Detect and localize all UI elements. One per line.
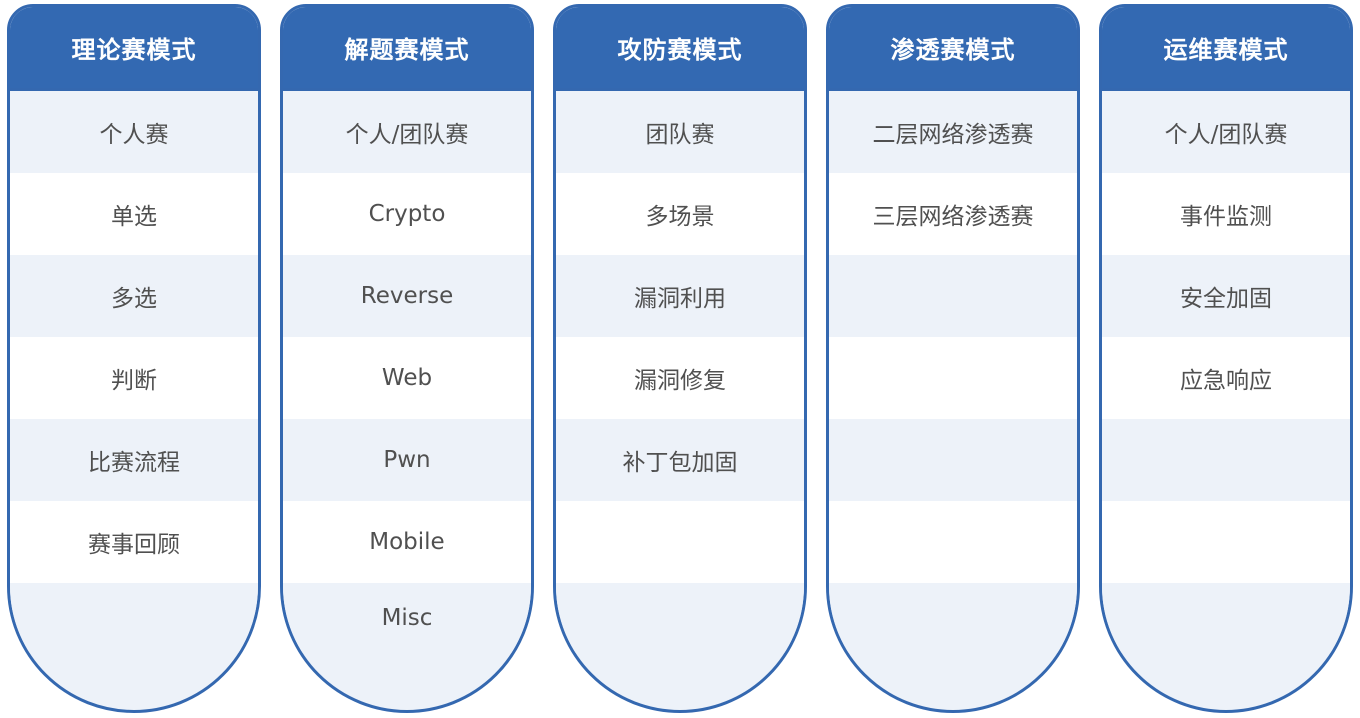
mode-item bbox=[829, 501, 1077, 583]
mode-item: 个人/团队赛 bbox=[283, 91, 531, 173]
mode-item bbox=[556, 583, 804, 653]
mode-item bbox=[829, 255, 1077, 337]
mode-column: 渗透赛模式 二层网络渗透赛 三层网络渗透赛 bbox=[826, 4, 1080, 713]
mode-item: Mobile bbox=[283, 501, 531, 583]
mode-item: 多选 bbox=[10, 255, 258, 337]
mode-column-title: 理论赛模式 bbox=[10, 7, 258, 91]
mode-item: 判断 bbox=[10, 337, 258, 419]
mode-item: Pwn bbox=[283, 419, 531, 501]
mode-item: 团队赛 bbox=[556, 91, 804, 173]
mode-item: 漏洞修复 bbox=[556, 337, 804, 419]
mode-item bbox=[1102, 419, 1350, 501]
mode-item: 单选 bbox=[10, 173, 258, 255]
mode-item: 事件监测 bbox=[1102, 173, 1350, 255]
mode-column: 攻防赛模式 团队赛 多场景 漏洞利用 漏洞修复 补丁包加固 bbox=[553, 4, 807, 713]
mode-item bbox=[829, 337, 1077, 419]
mode-column: 解题赛模式 个人/团队赛 Crypto Reverse Web Pwn Mobile Misc bbox=[280, 4, 534, 713]
mode-item: 漏洞利用 bbox=[556, 255, 804, 337]
mode-item: Web bbox=[283, 337, 531, 419]
mode-item: 比赛流程 bbox=[10, 419, 258, 501]
mode-item: 安全加固 bbox=[1102, 255, 1350, 337]
mode-item: Misc bbox=[283, 583, 531, 653]
mode-column: 运维赛模式 个人/团队赛 事件监测 安全加固 应急响应 bbox=[1099, 4, 1353, 713]
mode-item: 个人赛 bbox=[10, 91, 258, 173]
mode-column-title: 渗透赛模式 bbox=[829, 7, 1077, 91]
mode-item bbox=[1102, 583, 1350, 653]
mode-column: 理论赛模式 个人赛 单选 多选 判断 比赛流程 赛事回顾 bbox=[7, 4, 261, 713]
mode-item bbox=[829, 419, 1077, 501]
mode-item bbox=[556, 501, 804, 583]
mode-item: 赛事回顾 bbox=[10, 501, 258, 583]
mode-item bbox=[10, 583, 258, 653]
mode-item: 二层网络渗透赛 bbox=[829, 91, 1077, 173]
mode-item: Crypto bbox=[283, 173, 531, 255]
mode-item: 个人/团队赛 bbox=[1102, 91, 1350, 173]
mode-item: Reverse bbox=[283, 255, 531, 337]
mode-column-title: 解题赛模式 bbox=[283, 7, 531, 91]
mode-item: 应急响应 bbox=[1102, 337, 1350, 419]
mode-item bbox=[1102, 501, 1350, 583]
mode-item: 三层网络渗透赛 bbox=[829, 173, 1077, 255]
mode-item bbox=[829, 583, 1077, 653]
mode-item: 补丁包加固 bbox=[556, 419, 804, 501]
mode-item: 多场景 bbox=[556, 173, 804, 255]
mode-column-title: 攻防赛模式 bbox=[556, 7, 804, 91]
mode-column-title: 运维赛模式 bbox=[1102, 7, 1350, 91]
